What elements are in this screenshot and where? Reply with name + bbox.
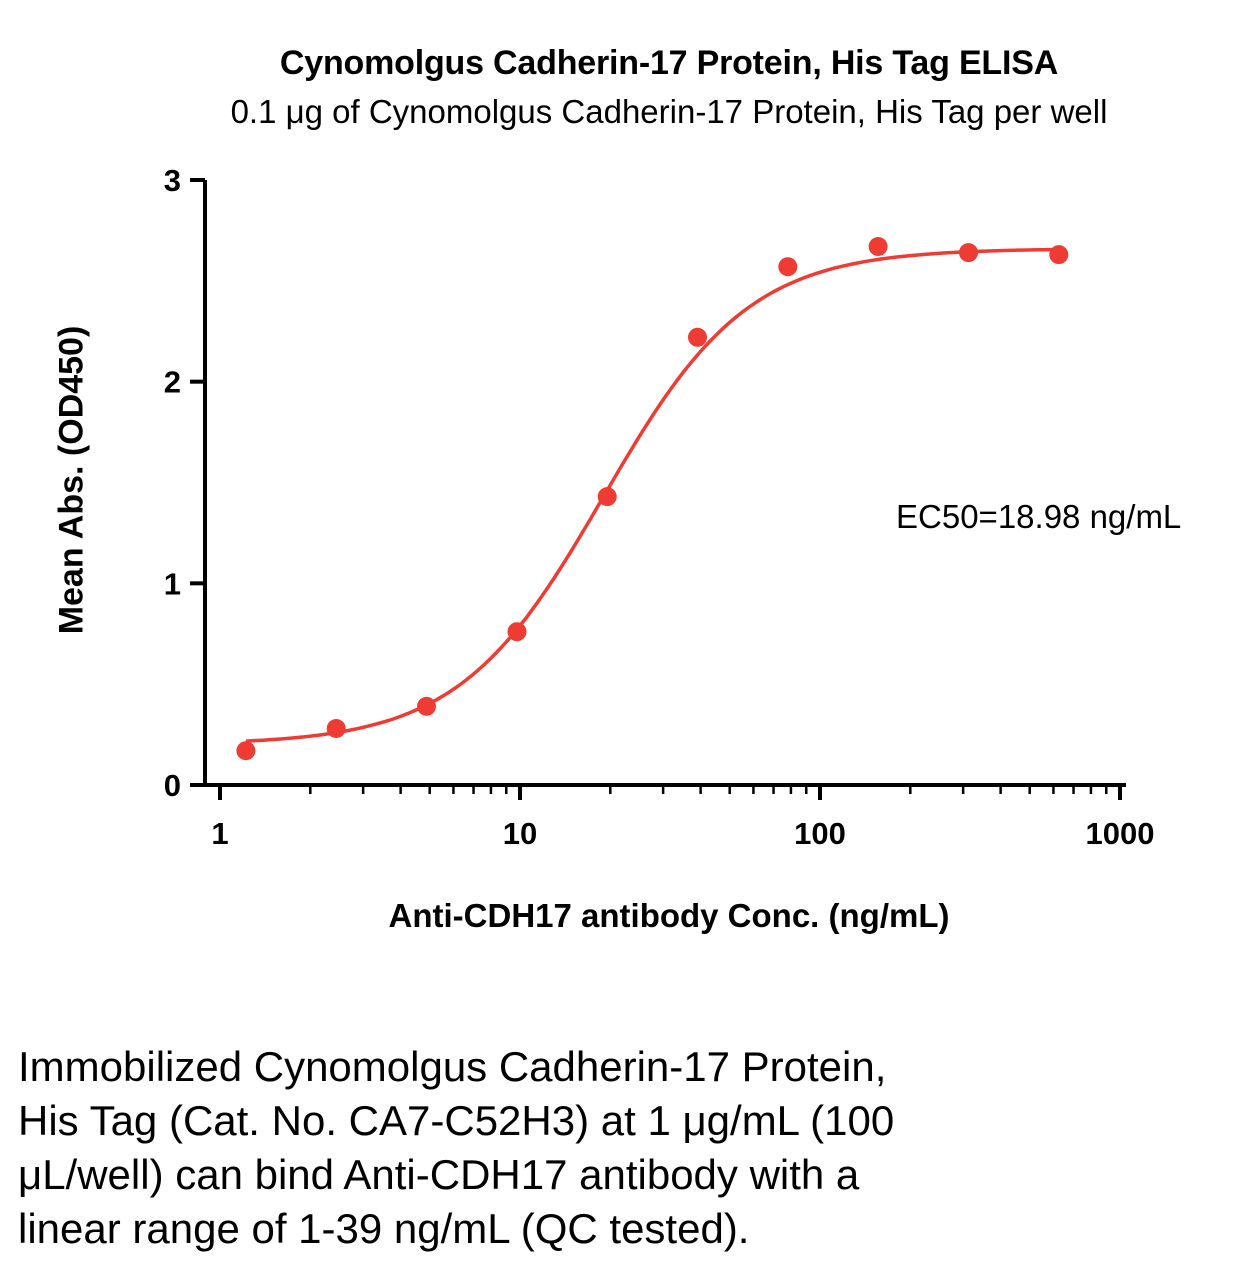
x-axis-label: Anti-CDH17 antibody Conc. (ng/mL)	[388, 897, 950, 934]
y-tick-label: 0	[164, 768, 181, 803]
y-tick-label: 1	[164, 566, 181, 601]
chart-header: Cynomolgus Cadherin-17 Protein, His Tag …	[129, 44, 1209, 131]
y-tick-label: 2	[164, 365, 181, 400]
fit-curve	[245, 247, 1062, 743]
x-tick-label: 100	[794, 816, 846, 851]
chart-subtitle: 0.1 μg of Cynomolgus Cadherin-17 Protein…	[230, 93, 1108, 130]
data-point	[417, 696, 436, 716]
data-point	[597, 487, 617, 507]
data-point	[688, 327, 707, 347]
y-tick-label: 3	[164, 163, 181, 198]
data-point	[507, 622, 527, 642]
ec50-annotation: EC50=18.98 ng/mL	[896, 498, 1182, 535]
data-point	[778, 257, 798, 277]
figure-caption: Immobilized Cynomolgus Cadherin-17 Prote…	[18, 1043, 895, 1252]
x-tick-label: 10	[503, 816, 537, 851]
data-point	[1049, 245, 1069, 265]
data-point	[868, 237, 888, 256]
data-point	[326, 719, 346, 738]
data-point	[959, 243, 978, 263]
x-tick-label: 1000	[1086, 816, 1155, 851]
x-tick-label: 1	[211, 816, 228, 851]
data-point	[236, 741, 256, 761]
chart-title: Cynomolgus Cadherin-17 Protein, His Tag …	[279, 44, 1059, 82]
